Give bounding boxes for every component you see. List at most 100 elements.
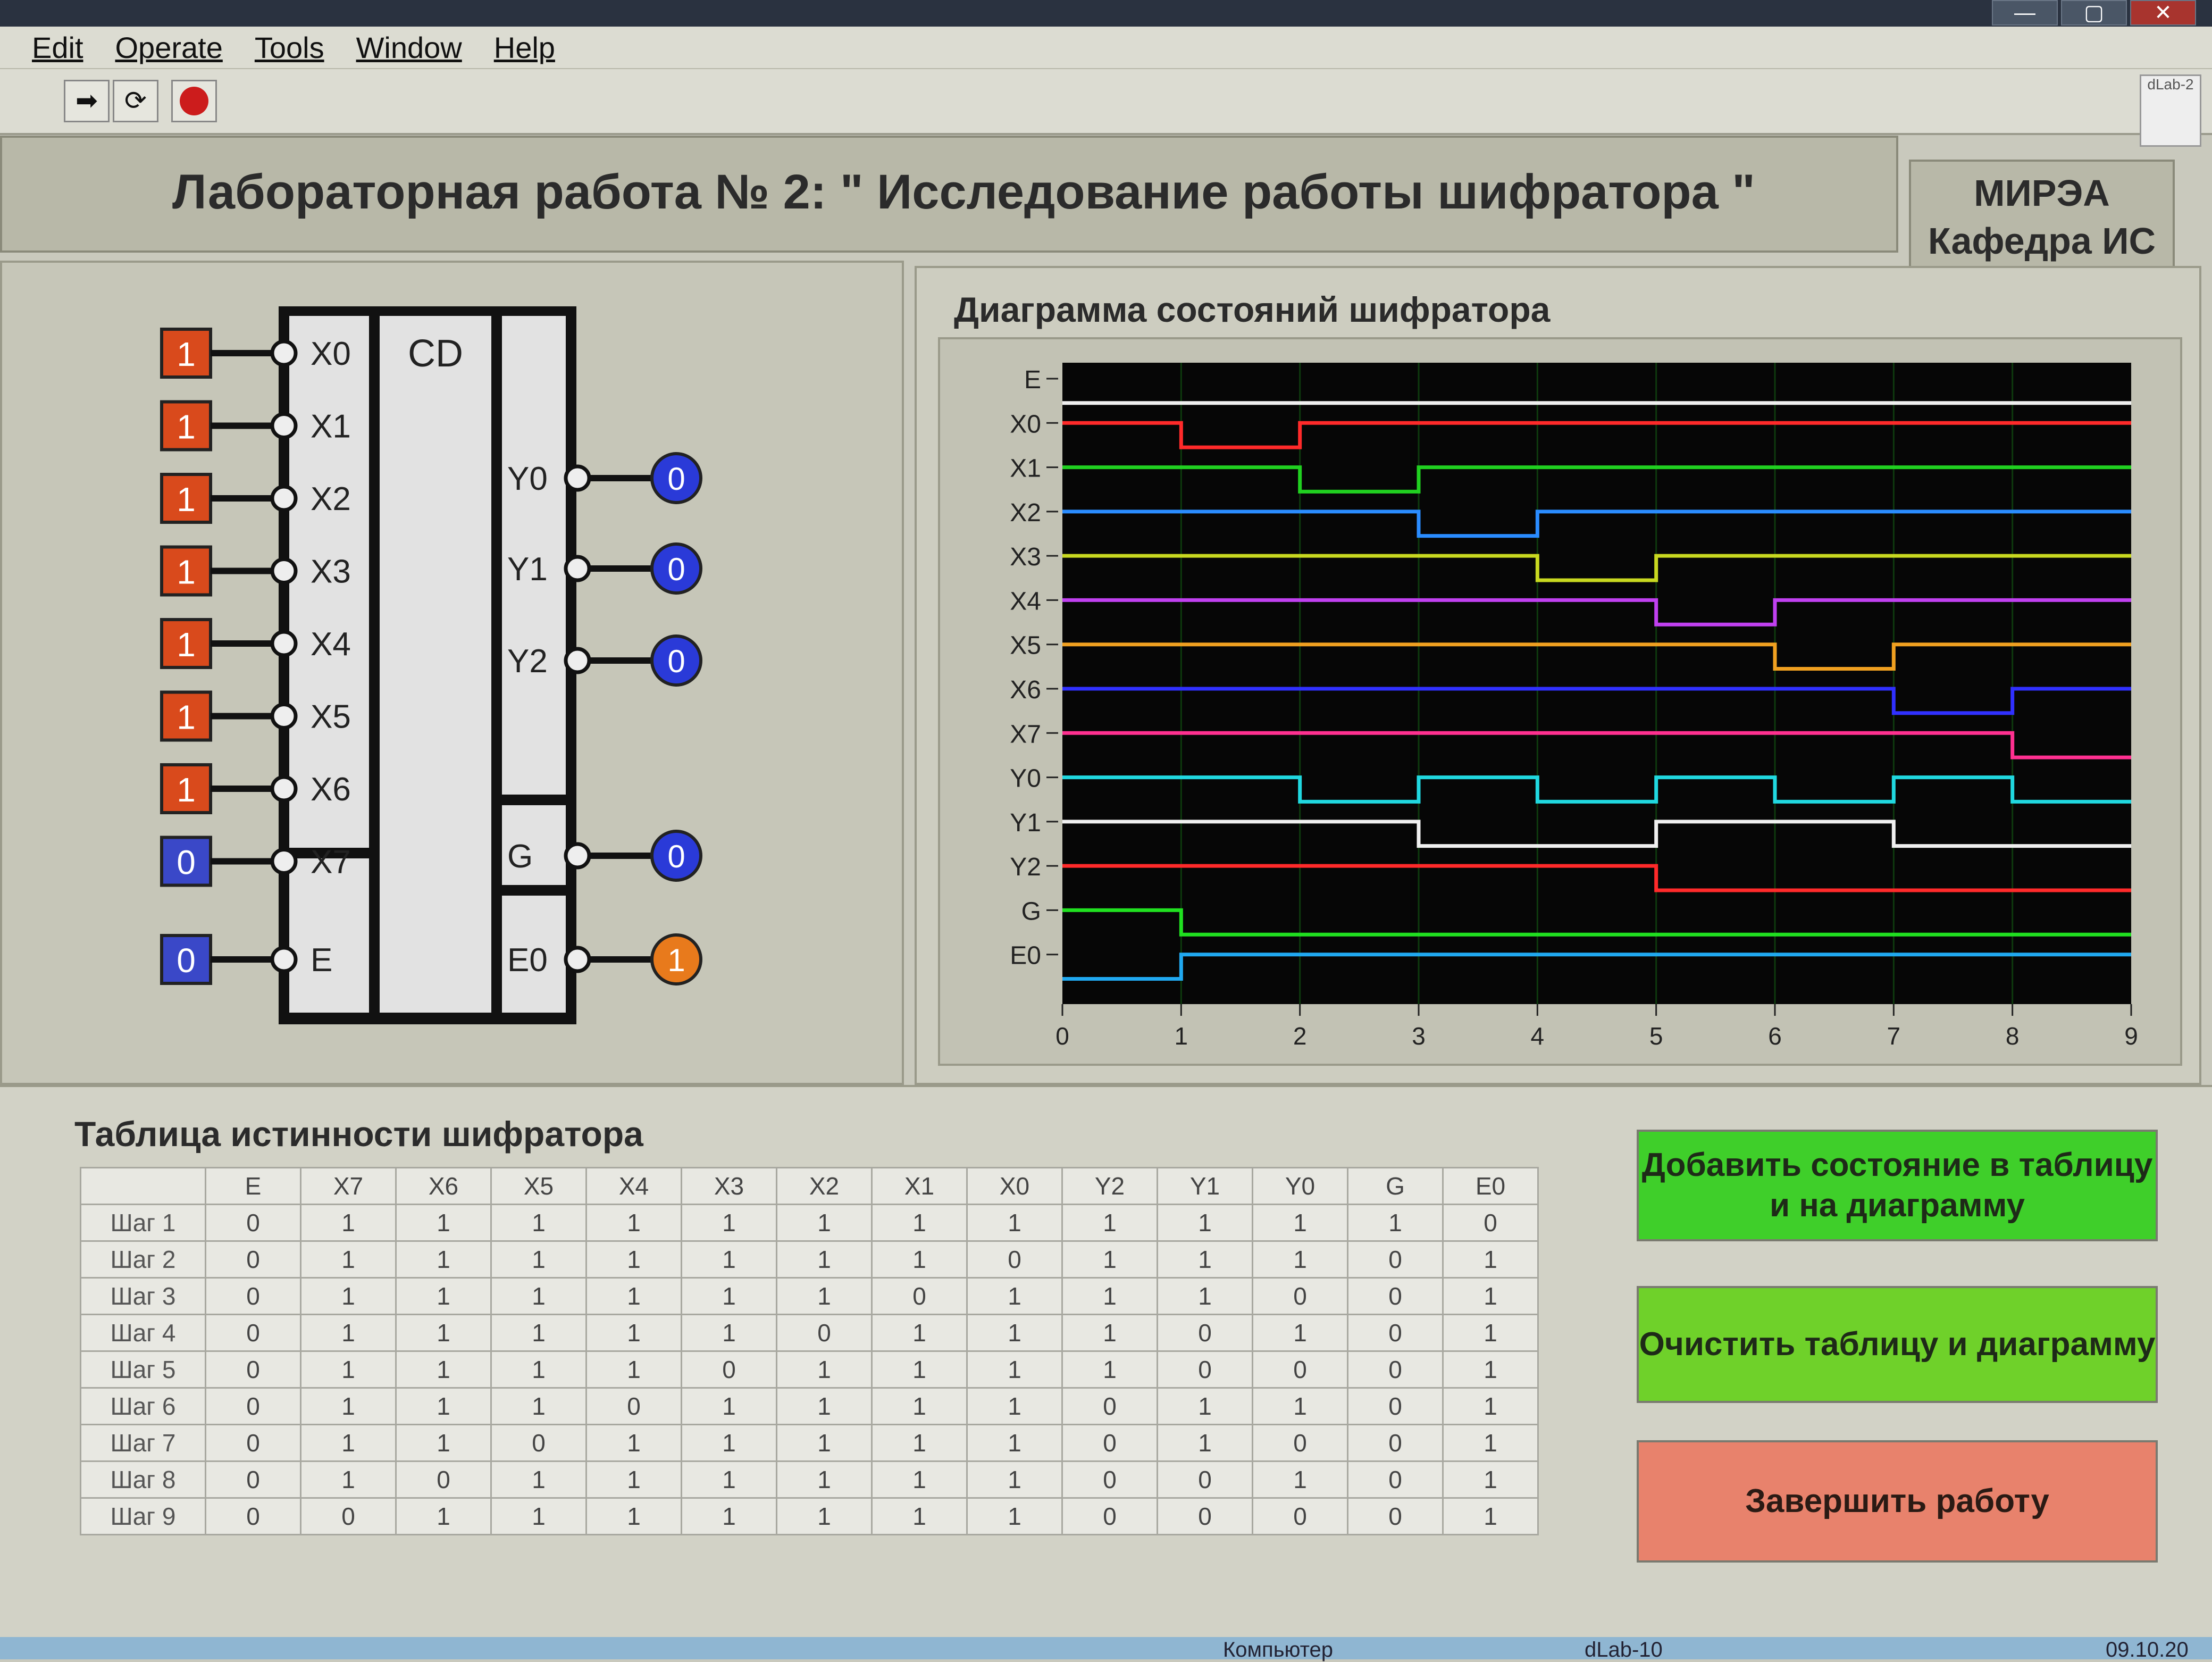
table-cell: 0 (966, 1240, 1063, 1279)
state-diagram-chart: E X0 X1 X2 X3 X4 X5 X6 X7 Y0 Y1 Y2 G E0 0 1 2 3 4 5 6 7 8 9 (1010, 363, 2138, 1050)
table-cell: 1 (871, 1314, 968, 1352)
table-cell: 0 (1347, 1240, 1444, 1279)
signal-label-x4: X4 (1010, 587, 1041, 615)
encoder-schematic: CD 1 X0 1 X1 1 X2 1 X3 1 X4 1 X5 1 X6 0 X7 0 E Y0 0 Y1 0 Y2 0 G 0 E… (160, 306, 702, 1024)
table-cell: 1 (490, 1387, 587, 1425)
clear-table-button[interactable]: Очистить таблицу и диаграмму (1637, 1286, 2158, 1403)
taskbar-dlab[interactable]: dLab-10 (1585, 1638, 1663, 1661)
table-header-row: E X7 X6 X5 X4 X3 X2 X1 X0 Y2 Y1 Y0 G E0 (80, 1167, 1539, 1205)
output-label-y2: Y2 (507, 643, 548, 680)
cd-label: CD (408, 332, 463, 375)
stop-icon[interactable] (171, 80, 217, 122)
column-header: Y1 (1157, 1167, 1253, 1205)
signal-trace-e0 (1062, 953, 2131, 981)
column-header: X6 (395, 1167, 492, 1205)
input-toggle-x3[interactable] (160, 545, 212, 597)
signal-trace-x3 (1062, 554, 2131, 582)
org-label: МИРЭА Кафедра ИС (1909, 160, 2175, 271)
column-header: X5 (490, 1167, 587, 1205)
diagram-panel: Диаграмма состояний шифратора E X0 X1 X2 X3 X… (915, 266, 2201, 1085)
table-cell: 1 (300, 1350, 397, 1389)
minimize-button[interactable]: — (1992, 0, 2058, 26)
taskbar-computer[interactable]: Компьютер (1223, 1638, 1334, 1661)
input-toggle-x1[interactable] (160, 400, 212, 452)
signal-label-y0: Y0 (1010, 765, 1041, 793)
table-cell: 1 (966, 1350, 1063, 1389)
table-cell: 0 (585, 1387, 682, 1425)
x-tick-label: 8 (2006, 1022, 2020, 1050)
table-cell: 1 (490, 1497, 587, 1535)
column-header: X1 (871, 1167, 968, 1205)
column-header: X0 (966, 1167, 1063, 1205)
output-value: 0 (667, 461, 685, 497)
table-cell: 1 (966, 1314, 1063, 1352)
table-cell: 1 (681, 1314, 777, 1352)
row-label: Шаг 6 (80, 1387, 206, 1425)
x-tick-label: 1 (1175, 1022, 1188, 1050)
table-cell: 0 (1157, 1497, 1253, 1535)
table-cell: 0 (205, 1424, 301, 1462)
table-cell: 1 (871, 1240, 968, 1279)
table-cell: 1 (776, 1240, 873, 1279)
signal-trace-x5 (1062, 642, 2131, 671)
table-cell: 0 (1347, 1460, 1444, 1499)
table-cell: 1 (300, 1240, 397, 1279)
table-cell: 1 (871, 1387, 968, 1425)
signal-label-x0: X0 (1010, 410, 1041, 438)
menu-operate[interactable]: Operate (115, 30, 223, 64)
input-toggle-x4[interactable] (160, 618, 212, 669)
close-button[interactable]: ✕ (2130, 0, 2196, 26)
input-label-x4: X4 (311, 626, 351, 663)
menu-window[interactable]: Window (356, 30, 462, 64)
menu-tools[interactable]: Tools (254, 30, 324, 64)
table-cell: 1 (1442, 1240, 1539, 1279)
signal-label-y1: Y1 (1010, 809, 1041, 837)
add-state-button[interactable]: Добавить состояние в таблицу и на диагра… (1637, 1130, 2158, 1241)
input-toggle-x0[interactable] (160, 328, 212, 379)
table-cell: 0 (1157, 1350, 1253, 1389)
input-label-x1: X1 (311, 408, 351, 445)
table-cell: 1 (776, 1497, 873, 1535)
table-cell: 1 (395, 1424, 492, 1462)
table-cell: 1 (1442, 1497, 1539, 1535)
input-label-x6: X6 (311, 771, 351, 808)
table-cell: 0 (1347, 1314, 1444, 1352)
table-cell: 1 (966, 1497, 1063, 1535)
table-cell: 1 (1442, 1460, 1539, 1499)
input-value: 1 (177, 771, 196, 809)
maximize-button[interactable]: ▢ (2061, 0, 2127, 26)
table-cell: 1 (300, 1424, 397, 1462)
table-cell: 1 (966, 1277, 1063, 1315)
toolbar: ➡ ⟳ (0, 69, 2212, 135)
finish-work-button[interactable]: Завершить работу (1637, 1440, 2158, 1563)
truth-table-title: Таблица истинности шифратора (74, 1114, 643, 1154)
input-label-x7: X7 (311, 844, 351, 881)
menu-help[interactable]: Help (493, 30, 555, 64)
input-toggle-x2[interactable] (160, 473, 212, 524)
taskbar: Компьютер dLab-10 09.10.20 (0, 1637, 2212, 1661)
table-cell: 1 (490, 1350, 587, 1389)
input-toggle-x7[interactable] (160, 836, 212, 887)
signal-trace-y2 (1062, 864, 2131, 892)
run-arrow-icon[interactable]: ➡ (64, 80, 110, 122)
run-continuous-icon[interactable]: ⟳ (113, 80, 158, 122)
table-cell: 1 (681, 1497, 777, 1535)
table-cell: 0 (1061, 1497, 1158, 1535)
output-led-y2 (650, 634, 702, 687)
table-cell: 1 (300, 1314, 397, 1352)
signal-trace-y0 (1062, 775, 2131, 804)
table-cell: 1 (490, 1460, 587, 1499)
table-cell: 1 (490, 1204, 587, 1242)
menu-edit[interactable]: Edit (32, 30, 83, 64)
signal-label-x5: X5 (1010, 632, 1041, 660)
table-cell: 1 (585, 1277, 682, 1315)
table-cell: 1 (776, 1277, 873, 1315)
table-cell: 1 (490, 1240, 587, 1279)
table-cell: 1 (776, 1387, 873, 1425)
table-cell: 1 (871, 1204, 968, 1242)
lab-title: Лабораторная работа № 2: " Исследование … (172, 165, 1755, 219)
